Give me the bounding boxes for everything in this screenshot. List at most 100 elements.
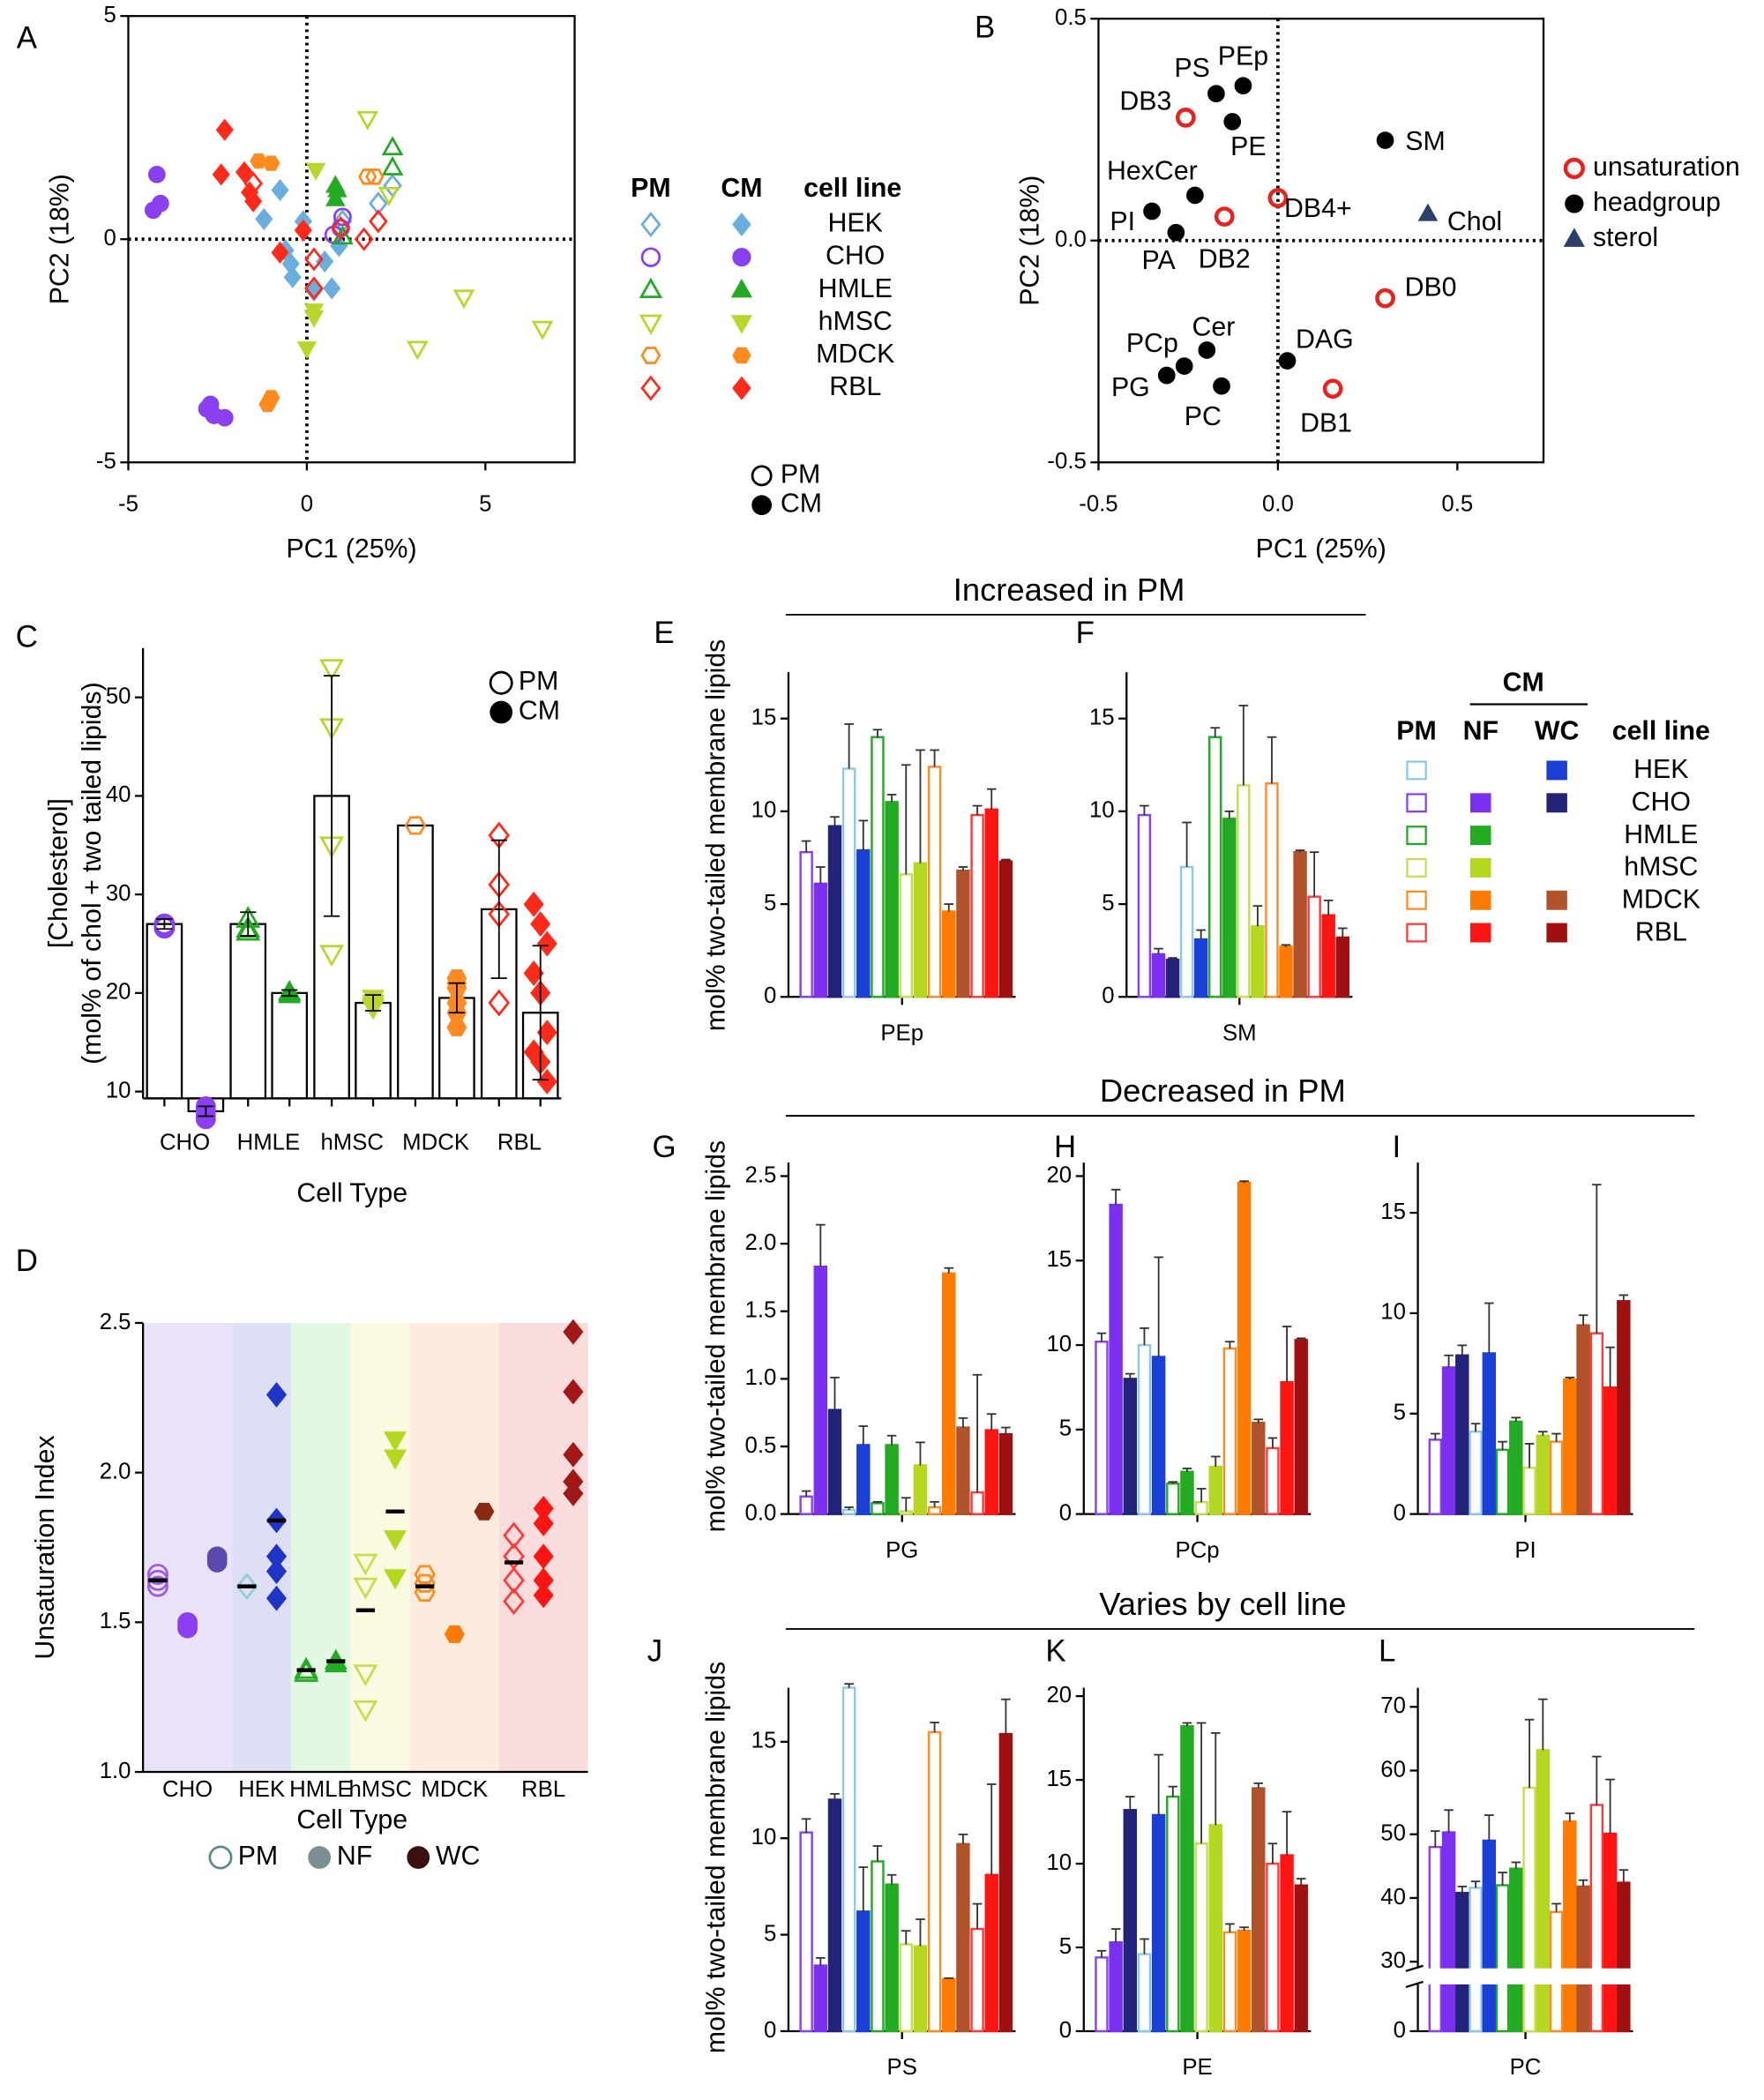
point <box>407 340 429 361</box>
legend-marker <box>732 347 751 364</box>
point <box>353 1577 378 1600</box>
point <box>1376 131 1394 149</box>
bar <box>1266 1446 1280 1515</box>
point <box>414 1573 436 1593</box>
bar <box>856 1444 871 1515</box>
point <box>294 219 312 242</box>
point <box>212 163 230 186</box>
bar <box>813 1964 828 2033</box>
bar <box>1509 1867 1523 2033</box>
bar <box>1237 784 1251 998</box>
point <box>1175 357 1193 375</box>
y-axis-label: [Cholesterol] <box>44 798 73 948</box>
point <box>404 816 427 835</box>
legend-marker <box>490 700 513 724</box>
point <box>303 303 325 322</box>
y-tick-label: 10 <box>751 798 777 823</box>
point <box>144 201 162 220</box>
y-tick-label: 0.0 <box>1055 228 1087 252</box>
point <box>1167 223 1185 242</box>
bar <box>1280 1380 1294 1515</box>
y-tick-label: 15 <box>1380 1199 1406 1224</box>
point <box>503 1521 525 1550</box>
point <box>1157 366 1176 385</box>
x-tick-label: SM <box>1222 1020 1257 1045</box>
point <box>265 1558 288 1585</box>
legend-marker <box>732 213 751 237</box>
bar <box>942 1977 956 2033</box>
bar <box>1109 1203 1123 1515</box>
point <box>1198 341 1216 359</box>
bar <box>1166 1482 1180 1515</box>
legend-marker <box>308 1846 332 1869</box>
point <box>452 289 475 310</box>
bar <box>1576 1324 1590 1515</box>
bar <box>1265 782 1279 998</box>
point <box>488 989 511 1017</box>
category-band <box>409 1322 499 1773</box>
point <box>1278 352 1297 370</box>
bar <box>1482 1352 1497 1515</box>
point <box>255 207 273 231</box>
bar <box>1179 865 1194 998</box>
bar <box>1455 1891 1469 2033</box>
point <box>365 168 385 185</box>
bar <box>1151 953 1166 998</box>
legend-label: PM <box>781 460 820 489</box>
point <box>384 1449 407 1470</box>
legend-marker <box>639 314 663 336</box>
bar <box>799 850 813 998</box>
bar <box>885 1883 899 2033</box>
bar <box>1166 1795 1180 2033</box>
legend-marker <box>407 1846 430 1869</box>
point <box>414 1565 436 1584</box>
bar <box>885 801 899 998</box>
point <box>414 1582 436 1602</box>
point <box>1214 206 1235 227</box>
legend-label: PM <box>519 667 558 696</box>
x-axis-label: Cell Type <box>296 1179 407 1208</box>
bar <box>1563 1378 1577 1515</box>
y-tick-label: 10 <box>751 1825 777 1850</box>
bar <box>1428 1845 1443 2033</box>
y-tick-label: 10 <box>1046 1332 1072 1356</box>
point <box>353 1700 378 1723</box>
point <box>304 276 324 301</box>
y-tick-label: 20 <box>106 980 131 1005</box>
point <box>474 1502 495 1521</box>
bar <box>984 808 998 998</box>
point <box>333 209 353 234</box>
point <box>377 186 400 206</box>
legend-label: WC <box>436 1842 480 1871</box>
point <box>446 1019 467 1036</box>
point <box>304 279 324 302</box>
y-tick-label: 1.0 <box>745 1365 777 1390</box>
y-tick-label: 0.5 <box>1055 5 1087 30</box>
x-axis-label: PC1 (25%) <box>286 534 416 564</box>
point <box>1143 202 1161 220</box>
point <box>262 390 280 406</box>
point <box>296 341 318 360</box>
bar <box>1180 1725 1194 2033</box>
legend-header: PM <box>1396 716 1436 745</box>
point <box>198 400 216 418</box>
y-tick-label: 2.0 <box>745 1230 777 1255</box>
bar <box>1252 1787 1266 2033</box>
panel-letter: K <box>1045 1633 1065 1668</box>
point-label: PCp <box>1126 329 1178 358</box>
point <box>1234 77 1252 95</box>
bar <box>1455 1354 1469 1515</box>
legend-label: RBL <box>829 372 881 401</box>
y-tick-label: 0.5 <box>745 1433 777 1458</box>
bar <box>1208 1465 1223 1515</box>
bar <box>1208 1824 1223 2033</box>
bar <box>1252 1421 1266 1515</box>
bar <box>871 736 885 998</box>
legend-marker <box>1563 228 1585 247</box>
point-label: PC <box>1185 402 1222 431</box>
y-tick-label: 2.5 <box>745 1162 777 1187</box>
bar <box>229 923 267 1100</box>
y-tick-label: 0 <box>1059 2018 1072 2043</box>
point <box>1213 377 1230 395</box>
